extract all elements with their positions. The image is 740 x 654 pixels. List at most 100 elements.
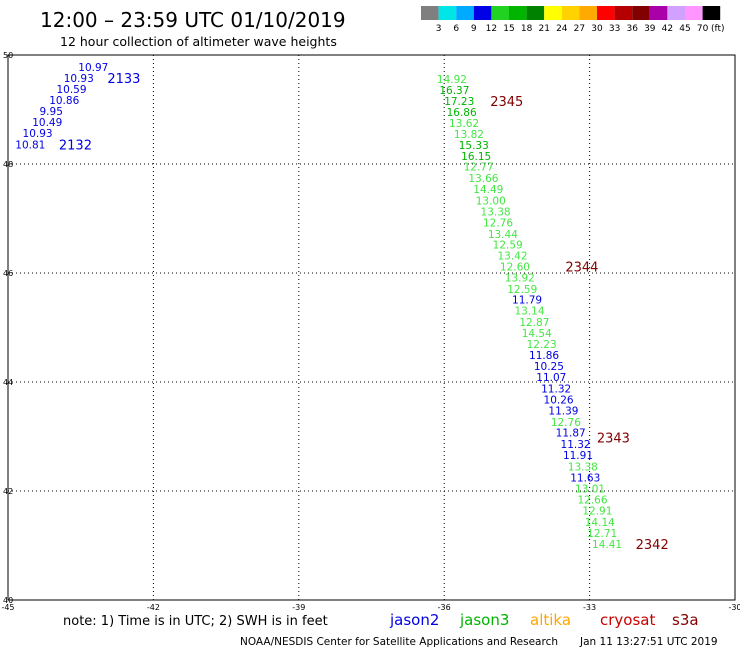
satellite-legend-cryosat: cryosat	[600, 611, 655, 629]
wave-height-value: 12.77	[464, 162, 494, 174]
wave-height-value: 11.86	[529, 350, 559, 362]
map-grid	[7, 54, 736, 601]
pass-time-labels: 2133 2132 2345 2344 2343 2342	[59, 72, 669, 553]
wave-height-value: 12.59	[493, 240, 523, 252]
pass-time-label: 2342	[636, 538, 669, 553]
wave-height-value: 17.23	[444, 96, 474, 108]
wave-height-value: 16.15	[461, 151, 491, 163]
wave-height-value: 13.00	[476, 196, 506, 208]
wave-height-value: 13.62	[449, 118, 479, 130]
color-scale-swatch	[421, 6, 439, 20]
wave-height-value: 10.93	[23, 128, 53, 140]
color-scale-label: 27	[574, 24, 585, 34]
x-tick-label: -30	[728, 603, 740, 612]
wave-height-value: 10.86	[49, 95, 79, 107]
color-scale-label: 18	[521, 24, 533, 34]
satellite-legend-altika: altika	[530, 611, 571, 629]
wave-height-value: 14.14	[585, 517, 615, 529]
page-title: 12:00 – 23:59 UTC 01/10/2019	[40, 8, 346, 32]
color-scale-label: 39	[644, 24, 656, 34]
color-scale-label: 12	[486, 24, 497, 34]
pass-time-label: 2344	[565, 260, 598, 275]
wave-height-value: 12.91	[582, 506, 612, 518]
wave-height-value: 9.95	[40, 106, 63, 118]
axis-ticks: -45 -42 -39 -36 -33 -30 40 42 44 46 48 50	[1, 51, 740, 612]
x-tick-label: -39	[292, 603, 305, 612]
pass-time-label: 2345	[490, 95, 523, 110]
wave-height-value: 13.82	[454, 129, 484, 141]
color-scale-swatch	[632, 6, 650, 20]
color-scale-swatch	[685, 6, 703, 20]
footer-agency: NOAA/NESDIS Center for Satellite Applica…	[240, 636, 558, 648]
wave-height-value: 14.54	[522, 328, 552, 340]
color-scale-swatch	[509, 6, 527, 20]
page-subtitle: 12 hour collection of altimeter wave hei…	[60, 34, 337, 49]
y-tick-label: 46	[3, 269, 13, 278]
wave-height-value: 11.39	[548, 405, 578, 417]
wave-height-value: 12.23	[527, 339, 557, 351]
color-scale-label: 3	[436, 24, 442, 34]
wave-height-value: 11.87	[556, 428, 586, 440]
wave-height-value: 10.81	[15, 139, 45, 151]
pass-time-label: 2132	[59, 138, 92, 153]
wave-height-value: 14.49	[473, 184, 503, 196]
wave-height-value: 11.32	[561, 439, 591, 451]
color-scale-swatch	[491, 6, 509, 20]
color-scale-swatch	[473, 6, 492, 20]
wave-height-value: 13.38	[568, 461, 598, 473]
footer-timestamp: Jan 11 13:27:51 UTC 2019	[579, 636, 718, 648]
color-scale-swatch	[456, 6, 474, 20]
wave-height-value: 11.07	[536, 372, 566, 384]
color-scale-swatch	[649, 6, 668, 20]
wave-height-value: 13.38	[481, 206, 511, 218]
pass-time-label: 2133	[107, 72, 140, 87]
wave-height-value: 10.49	[32, 117, 62, 129]
color-scale-swatch	[614, 6, 633, 20]
wave-height-values: 10.9710.9310.5910.869.9510.4910.9310.811…	[15, 62, 622, 551]
satellite-legend-jason3: jason3	[459, 611, 509, 629]
plot-frame	[7, 54, 736, 601]
wave-height-value: 14.92	[437, 74, 467, 86]
color-scale-label: 36	[626, 24, 638, 34]
wave-height-value: 13.01	[575, 483, 605, 495]
wave-height-value: 10.97	[78, 62, 108, 74]
color-scale-label: 70	[697, 24, 709, 34]
color-scale-swatch	[579, 6, 597, 20]
color-scale-label: 45	[679, 24, 690, 34]
color-scale-label: 9	[471, 24, 477, 34]
wave-height-value: 11.91	[563, 450, 593, 462]
wave-height-value: 10.93	[64, 73, 94, 85]
wave-height-value: 12.59	[507, 284, 537, 296]
wave-height-value: 16.37	[439, 85, 469, 97]
wave-height-value: 11.79	[512, 295, 542, 307]
y-tick-label: 40	[3, 596, 13, 605]
color-scale-swatch	[544, 6, 562, 20]
satellite-legend: jason2 jason3 altika cryosat s3a	[389, 611, 699, 629]
color-scale-label: 15	[503, 24, 514, 34]
y-tick-label: 44	[3, 378, 13, 387]
footnote: note: 1) Time is in UTC; 2) SWH is in fe…	[63, 614, 328, 629]
wave-height-value: 11.32	[541, 384, 571, 396]
wave-height-value: 12.71	[587, 528, 617, 540]
wave-height-value: 13.42	[498, 251, 528, 263]
wave-height-value: 16.86	[447, 107, 477, 119]
color-scale-swatch	[597, 6, 615, 20]
x-tick-label: -36	[438, 603, 451, 612]
y-tick-label: 48	[3, 160, 13, 169]
wave-height-value: 10.26	[544, 394, 574, 406]
wave-height-value: 12.87	[519, 317, 549, 329]
color-scale-label: 21	[538, 24, 549, 34]
wave-height-value: 13.44	[488, 229, 518, 241]
x-tick-label: -42	[147, 603, 160, 612]
y-tick-label: 42	[3, 487, 13, 496]
wave-height-value: 12.76	[551, 417, 581, 429]
color-scale-swatch	[702, 6, 721, 20]
wave-height-value: 14.41	[592, 539, 622, 551]
satellite-legend-s3a: s3a	[672, 611, 699, 629]
wave-height-value: 10.25	[534, 361, 564, 373]
wave-height-value: 10.59	[56, 84, 86, 96]
wave-height-value: 13.92	[505, 272, 535, 284]
color-scale-unit: (ft)	[711, 24, 725, 34]
